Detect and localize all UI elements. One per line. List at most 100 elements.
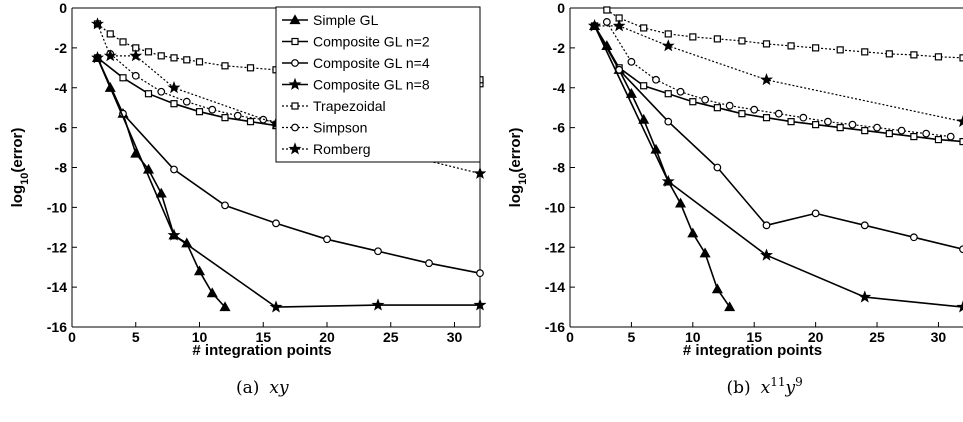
x-axis-label-b: # integration points [683, 342, 822, 359]
data-point [91, 51, 104, 64]
data-point [206, 287, 218, 298]
data-point [762, 221, 771, 230]
data-point [824, 117, 832, 126]
legend-label: Romberg [313, 141, 371, 157]
legend-label: Simpson [313, 120, 367, 136]
data-point [711, 283, 723, 294]
x-tick-label: 20 [319, 329, 335, 345]
data-point [811, 209, 820, 218]
data-point [676, 87, 685, 96]
data-point [167, 81, 181, 94]
data-point [170, 165, 178, 174]
data-point [897, 126, 906, 135]
data-point [701, 95, 709, 104]
x-tick-label: 20 [808, 329, 824, 345]
legend-label: Trapezoidal [313, 98, 386, 114]
legend-box [275, 6, 481, 163]
data-point [885, 50, 893, 58]
data-point [371, 298, 385, 311]
legend-item: Composite GL n=8 [282, 77, 430, 93]
data-point [910, 51, 918, 59]
legend-marker-icon [291, 37, 299, 46]
y-tick-label: -16 [545, 319, 565, 335]
series-line [606, 9, 963, 59]
x-tick-label: 10 [685, 329, 701, 345]
data-point [713, 163, 722, 172]
data-point [738, 110, 746, 118]
y-tick-label: -14 [545, 279, 565, 295]
data-point [473, 166, 486, 179]
y-tick-label: -4 [553, 80, 566, 96]
data-point [724, 301, 736, 312]
data-point [787, 118, 795, 126]
data-point [956, 114, 963, 128]
legend-marker-icon [291, 59, 299, 67]
data-point [664, 117, 673, 126]
data-point [155, 187, 167, 198]
data-point [956, 300, 963, 313]
data-point [675, 197, 687, 208]
data-point [836, 124, 844, 132]
data-point [713, 35, 721, 43]
x-tick-label: 5 [628, 329, 636, 345]
legend-label: Composite GL n=4 [313, 55, 430, 71]
data-point [959, 137, 963, 146]
data-point [612, 19, 626, 32]
x-tick-label: 15 [746, 329, 762, 345]
legend-label: Composite GL n=2 [313, 34, 430, 50]
x-tick-label: 30 [447, 329, 463, 345]
data-point [812, 44, 820, 52]
data-point [603, 6, 611, 14]
data-point [812, 121, 820, 129]
y-tick-label: -2 [553, 40, 566, 56]
x-axis-label-a: # integration points [192, 342, 331, 359]
data-point [106, 30, 114, 38]
data-point [774, 109, 783, 118]
x-tick-label: 30 [931, 329, 947, 345]
legend-marker-icon [291, 102, 299, 110]
data-point [689, 33, 697, 41]
legend-marker-icon [289, 14, 301, 25]
series-line [593, 25, 963, 143]
data-point [425, 259, 433, 268]
data-point [119, 74, 127, 82]
data-point [848, 120, 857, 129]
data-point [272, 219, 280, 228]
data-point [183, 56, 191, 64]
data-point [233, 111, 242, 120]
data-point [323, 235, 331, 244]
data-point [861, 127, 869, 135]
data-point [144, 48, 153, 56]
data-point [103, 49, 117, 62]
legend-item: Trapezoidal [282, 98, 386, 114]
data-point [119, 38, 127, 46]
data-point [246, 64, 255, 72]
series-line [593, 25, 963, 250]
data-point [934, 135, 943, 144]
data-point [219, 301, 231, 312]
y-tick-label: -12 [47, 239, 67, 255]
y-axis-label-b: log10(error) [507, 128, 529, 208]
x-tick-label: 5 [132, 329, 140, 345]
data-point [689, 98, 697, 106]
y-tick-label: -10 [47, 199, 67, 215]
data-point [860, 221, 869, 230]
data-point [861, 48, 869, 56]
x-tick-label: 25 [383, 329, 399, 345]
data-point [738, 37, 746, 45]
data-point [374, 247, 382, 256]
series-group [588, 6, 963, 313]
caption-b: (b) x11y9 [727, 375, 803, 398]
x-tick-label: 25 [869, 329, 885, 345]
y-tick-label: -14 [47, 279, 67, 295]
data-point [750, 105, 759, 114]
data-point [157, 52, 165, 60]
series-line [594, 25, 963, 123]
data-point [664, 90, 672, 98]
data-point [221, 62, 229, 70]
data-point [858, 290, 872, 303]
data-point [640, 24, 648, 32]
data-point [799, 113, 808, 122]
data-point [167, 228, 181, 241]
y-tick-label: -2 [55, 40, 68, 56]
